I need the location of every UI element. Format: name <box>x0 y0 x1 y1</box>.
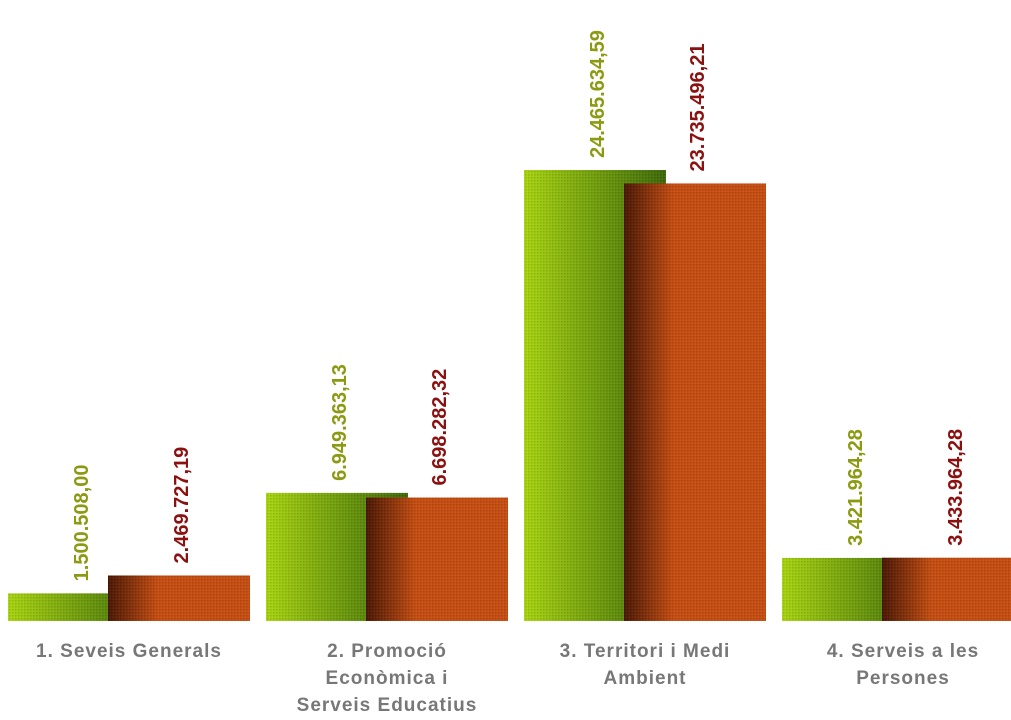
category-label-2: 2. Promoció Econòmica i Serveis Educatius <box>297 641 478 716</box>
bar-texture-series-2-category-4 <box>882 557 1011 621</box>
value-label-series-2-category-4: 3.433.964,28 <box>945 429 967 546</box>
bar-texture-series-2-category-2 <box>366 497 508 621</box>
category-label-line: Econòmica i <box>326 668 449 689</box>
bar-texture-series-2-category-3 <box>624 183 766 621</box>
value-labels-layer: 1.500.508,00 2.469.727,19 6.949.363,13 6.69… <box>71 30 967 581</box>
category-label-line: Ambient <box>604 668 687 689</box>
bars-layer <box>8 170 1011 621</box>
category-label-line: Persones <box>856 668 950 689</box>
category-label-line: Serveis Educatius <box>297 695 478 716</box>
value-label-series-2-category-2: 6.698.282,32 <box>429 369 451 486</box>
value-label-series-1-category-4: 3.421.964,28 <box>845 429 867 546</box>
bar-texture-series-2-category-1 <box>108 575 250 621</box>
value-label-series-2-category-1: 2.469.727,19 <box>171 447 193 564</box>
value-label-series-1-category-1: 1.500.508,00 <box>71 465 93 582</box>
category-labels-layer: 1. Seveis Generals 2. Promoció Econòmica i… <box>36 641 979 716</box>
category-label-4: 4. Serveis a les Persones <box>827 641 979 689</box>
category-label-3: 3. Territori i Medi Ambient <box>560 641 731 689</box>
category-label-line: 1. Seveis Generals <box>36 641 222 662</box>
value-label-series-1-category-3: 24.465.634,59 <box>587 30 609 158</box>
category-label-1: 1. Seveis Generals <box>36 641 222 662</box>
value-label-series-1-category-2: 6.949.363,13 <box>329 364 351 481</box>
category-label-line: 2. Promoció <box>327 641 447 662</box>
category-label-line: 3. Territori i Medi <box>560 641 731 662</box>
category-label-line: 4. Serveis a les <box>827 641 979 662</box>
value-label-series-2-category-3: 23.735.496,21 <box>687 44 709 172</box>
